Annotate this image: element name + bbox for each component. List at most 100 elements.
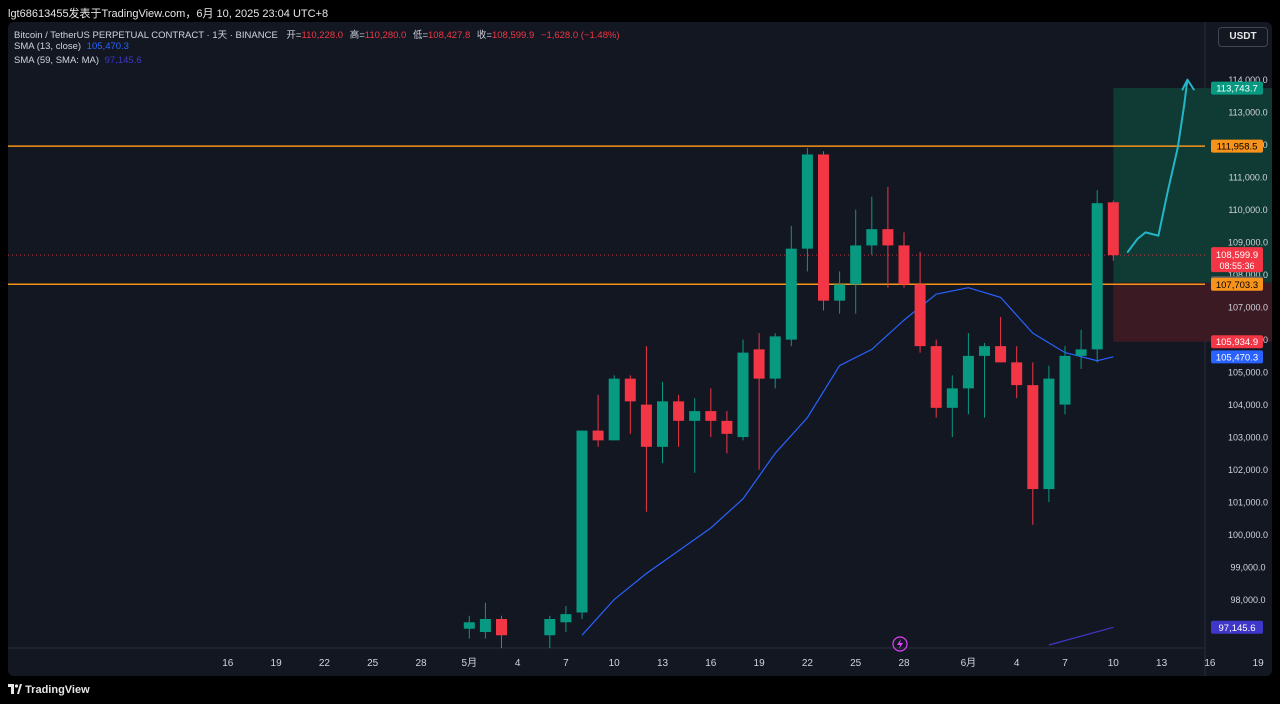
candle-up[interactable]	[560, 614, 572, 623]
candle-down[interactable]	[898, 245, 910, 285]
candle-down[interactable]	[930, 346, 942, 408]
candle-up[interactable]	[689, 411, 701, 421]
open-value: 110,228.0	[301, 30, 344, 41]
time-tick-label: 19	[271, 658, 283, 669]
price-label-text: 111,958.5	[1217, 142, 1258, 153]
open-label: 开=	[286, 30, 302, 41]
price-label-bg	[1211, 139, 1263, 153]
price-tick-label: 98,000.0	[1230, 595, 1265, 605]
price-tick-label: 99,000.0	[1230, 563, 1265, 573]
high-value: 110,280.0	[364, 30, 407, 41]
price-label[interactable]: 105,934.9	[1211, 335, 1263, 349]
candle-up[interactable]	[850, 245, 862, 285]
price-label[interactable]: 97,145.6	[1211, 620, 1263, 634]
price-tick-label: 101,000.0	[1228, 498, 1268, 508]
currency-button[interactable]: USDT	[1218, 27, 1268, 47]
time-tick-label: 19	[754, 658, 766, 669]
legend-sma59-row[interactable]: SMA (59, SMA: MA) 97,145.6	[14, 55, 142, 66]
sma59-value: 97,145.6	[104, 55, 142, 66]
sma13-line[interactable]	[581, 287, 1114, 636]
candle-down[interactable]	[995, 346, 1007, 363]
candle-up[interactable]	[979, 346, 990, 356]
candle-up[interactable]	[657, 401, 668, 447]
candle-up[interactable]	[463, 622, 475, 629]
close-value: 108,599.9	[491, 30, 535, 41]
legend-title-row: Bitcoin / TetherUS PERPETUAL CONTRACT · …	[14, 27, 620, 41]
candle-down[interactable]	[882, 229, 894, 246]
candle-down[interactable]	[1027, 385, 1039, 490]
price-tick-label: 104,000.0	[1228, 400, 1268, 410]
candle-down[interactable]	[705, 411, 717, 421]
price-label-bg	[1211, 277, 1263, 291]
candle-down[interactable]	[721, 420, 733, 434]
hand-drawn-path[interactable]	[1126, 78, 1195, 253]
sma13-label: SMA (13, close)	[14, 41, 82, 52]
sma59-line[interactable]	[1048, 626, 1114, 646]
time-tick-label: 6月	[961, 657, 977, 669]
price-tick-label: 102,000.0	[1228, 465, 1268, 475]
candle-down[interactable]	[753, 349, 765, 379]
price-label[interactable]: 107,703.3	[1211, 277, 1263, 291]
candle-down[interactable]	[640, 404, 652, 447]
candle-up[interactable]	[608, 378, 620, 441]
time-tick-label: 25	[367, 658, 379, 669]
price-tick-label: 107,000.0	[1228, 303, 1268, 313]
candle-up[interactable]	[962, 355, 974, 389]
tradingview-logo: TradingView	[8, 684, 90, 696]
legend-sma13-row[interactable]: SMA (13, close) 105,470.3	[14, 41, 129, 52]
candle-down[interactable]	[1011, 362, 1023, 386]
candle-up[interactable]	[1043, 378, 1055, 490]
candle-up[interactable]	[737, 352, 749, 438]
candle-down[interactable]	[818, 154, 829, 301]
candle-up[interactable]	[1091, 203, 1103, 350]
top-bar: lgt68613455发表于TradingView.com，6月 10, 202…	[0, 0, 1280, 22]
time-tick-label: 7	[563, 658, 569, 669]
candle-down[interactable]	[1107, 202, 1119, 256]
candle-up[interactable]	[1075, 349, 1087, 356]
attribution-text: lgt68613455发表于TradingView.com，6月 10, 202…	[8, 8, 329, 20]
candle-up[interactable]	[544, 619, 556, 636]
current-price-label[interactable]: 108,599.908:55:36	[1211, 247, 1263, 273]
time-tick-label: 7	[1062, 658, 1068, 669]
candle-up[interactable]	[946, 388, 958, 408]
chart-panel[interactable]: 98,000.0 99,000.0 100,000.0 101,000.0 102,00…	[8, 22, 1272, 676]
low-value: 108,427.8	[428, 30, 471, 41]
price-tick-label: 113,000.0	[1228, 108, 1267, 118]
candle-up[interactable]	[866, 229, 878, 246]
stop-zone[interactable]	[1113, 282, 1272, 342]
tradingview-brand-text: TradingView	[25, 684, 90, 696]
sma59-label: SMA (59, SMA: MA)	[14, 55, 99, 66]
candle-down[interactable]	[496, 619, 507, 636]
price-label[interactable]: 113,743.7	[1211, 81, 1263, 95]
time-tick-label: 28	[898, 658, 910, 669]
price-label[interactable]: 105,470.3	[1211, 350, 1263, 364]
price-tick-label: 110,000.0	[1228, 205, 1267, 215]
time-tick-label: 16	[1204, 658, 1216, 669]
candle-up[interactable]	[479, 619, 491, 632]
time-tick-label: 4	[515, 658, 521, 669]
candle-up[interactable]	[801, 154, 813, 249]
symbol-title[interactable]: Bitcoin / TetherUS PERPETUAL CONTRACT · …	[14, 30, 278, 41]
price-tick-label: 111,000.0	[1229, 173, 1268, 183]
candle-up[interactable]	[1059, 355, 1071, 405]
price-label-bg	[1211, 335, 1263, 349]
chart-svg[interactable]: 98,000.0 99,000.0 100,000.0 101,000.0 102,00…	[8, 22, 1272, 676]
flash-icon[interactable]	[892, 636, 908, 652]
candle-down[interactable]	[914, 284, 926, 347]
candle-up[interactable]	[785, 248, 797, 340]
candle-up[interactable]	[769, 336, 781, 379]
candle-up[interactable]	[576, 430, 588, 613]
price-tick-label: 105,000.0	[1228, 368, 1268, 378]
candle-down[interactable]	[592, 430, 604, 441]
price-label[interactable]: 111,958.5	[1211, 139, 1263, 153]
candle-down[interactable]	[624, 378, 636, 402]
candle-up[interactable]	[834, 284, 846, 301]
candle-down[interactable]	[673, 401, 685, 421]
price-label-text: 97,145.6	[1219, 623, 1256, 634]
price-label-text: 107,703.3	[1216, 280, 1258, 291]
bottom-bar: TradingView	[0, 676, 1280, 704]
price-tick-label: 114,000.0	[1228, 75, 1267, 85]
time-tick-label: 4	[1014, 658, 1020, 669]
price-tick-label: 100,000.0	[1228, 530, 1268, 540]
change-value: −1,628.0 (−1.48%)	[540, 30, 620, 41]
